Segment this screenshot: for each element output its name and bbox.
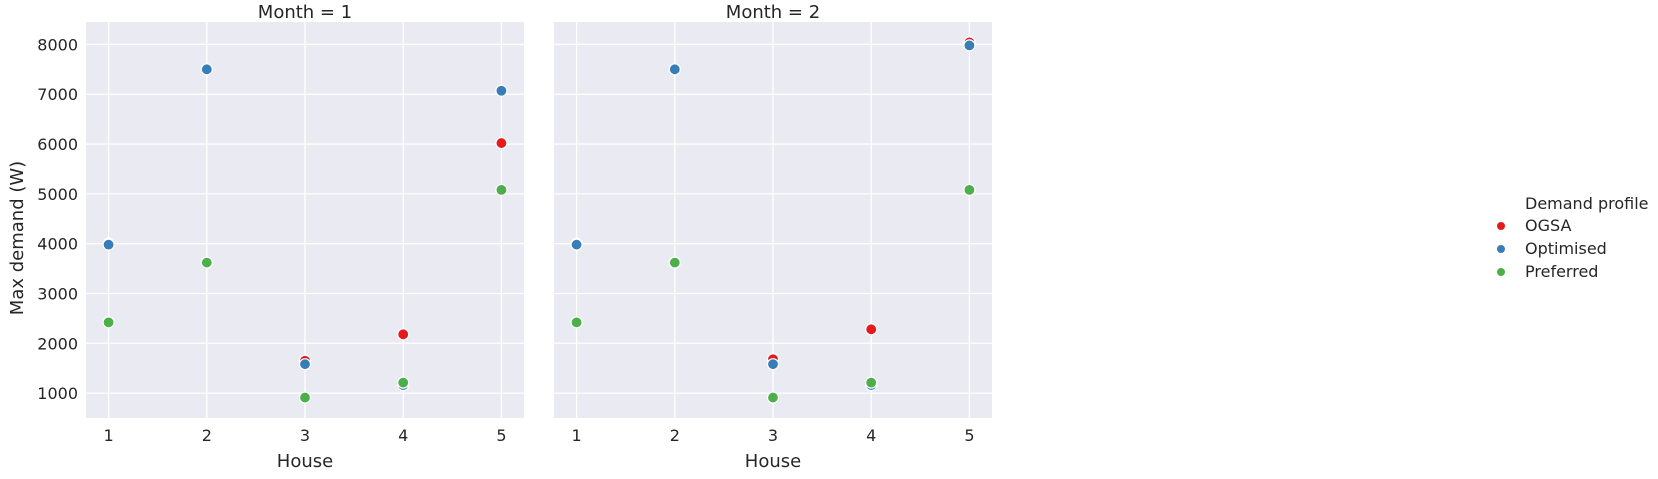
y-tick-label: 1000 (37, 384, 78, 403)
y-tick-label: 7000 (37, 85, 78, 104)
x-tick-label: 3 (300, 426, 310, 445)
data-point (102, 238, 115, 251)
legend-marker (1496, 244, 1506, 254)
legend-title: Demand profile (1525, 194, 1648, 213)
data-point (397, 376, 410, 389)
legend: Demand profile OGSA Optimised Preferred (1496, 194, 1648, 281)
data-point (570, 316, 583, 329)
y-tick-label: 5000 (37, 185, 78, 204)
x-tick-label: 4 (866, 426, 876, 445)
data-point (298, 358, 312, 371)
y-tick-label: 3000 (37, 284, 78, 303)
x-tick-label: 1 (571, 426, 581, 445)
x-tick-label: 5 (496, 426, 506, 445)
facet-panels: 1 2 3 4 5 1000 2000 3000 4000 5000 6000 7000 8000 Mon… (37, 2, 992, 472)
x-tick-label: 2 (202, 426, 212, 445)
data-point (668, 63, 681, 76)
x-tick-label: 1 (103, 426, 113, 445)
data-point (495, 84, 508, 97)
x-tick-label: 5 (964, 426, 974, 445)
data-point (766, 358, 780, 371)
series-preferred (102, 183, 508, 404)
x-axis-label: House (277, 451, 333, 472)
y-tick-label: 8000 (37, 35, 78, 54)
data-point (102, 316, 115, 329)
facet-panel-1: 1 2 3 4 5 1000 2000 3000 4000 5000 6000 7000 8000 Mon… (37, 2, 524, 472)
facet-panel-2: 1 2 3 4 5 Month = 2 House (554, 2, 992, 472)
data-point (865, 376, 878, 389)
data-point (963, 39, 976, 52)
data-point (495, 136, 508, 150)
y-tick-label: 6000 (37, 135, 78, 154)
data-point (200, 63, 213, 76)
data-point (495, 183, 508, 196)
data-point (963, 183, 976, 196)
y-tick-label: 4000 (37, 235, 78, 254)
y-tick-label: 2000 (37, 334, 78, 353)
legend-entry-label: Optimised (1525, 239, 1607, 258)
y-axis-label: Max demand (W) (7, 161, 28, 315)
data-point (200, 256, 213, 269)
data-point (570, 238, 583, 251)
x-tick-label: 4 (398, 426, 408, 445)
data-point (397, 328, 410, 341)
data-point (865, 323, 878, 336)
data-point (298, 391, 312, 404)
legend-entry-label: Preferred (1525, 262, 1598, 281)
data-point (668, 256, 681, 269)
facet-title: Month = 2 (726, 2, 820, 23)
x-tick-label: 2 (670, 426, 680, 445)
data-point (766, 391, 780, 404)
legend-marker (1496, 267, 1506, 277)
x-axis-label: House (745, 451, 801, 472)
legend-marker (1496, 221, 1506, 231)
x-tick-label: 3 (768, 426, 778, 445)
legend-entries: OGSA Optimised Preferred (1496, 216, 1607, 281)
legend-entry-label: OGSA (1525, 216, 1571, 235)
facet-title: Month = 1 (258, 2, 352, 23)
series-preferred (570, 183, 976, 404)
